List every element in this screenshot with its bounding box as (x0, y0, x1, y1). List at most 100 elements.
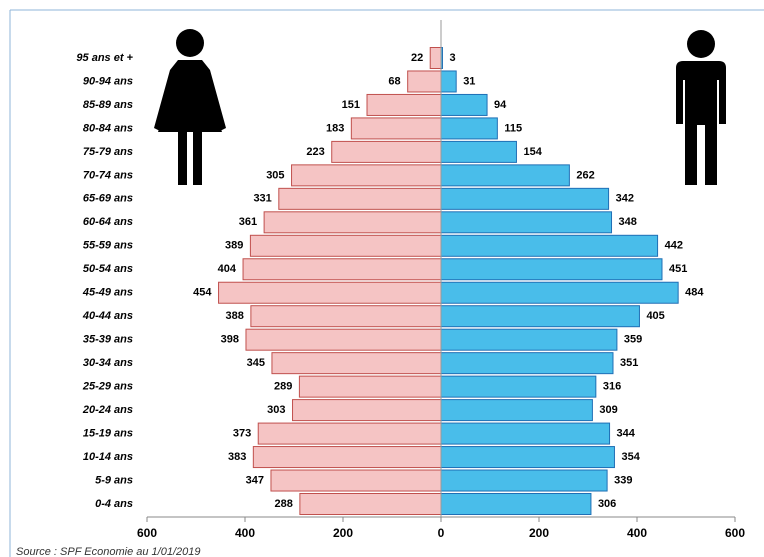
value-label: 451 (669, 263, 687, 275)
value-label: 331 (253, 193, 271, 205)
value-label: 454 (193, 287, 212, 299)
value-label: 359 (624, 334, 642, 346)
category-label: 45-49 ans (82, 287, 133, 299)
value-label: 484 (685, 287, 704, 299)
bar (271, 352, 442, 375)
value-label: 309 (599, 404, 617, 416)
bar (440, 93, 488, 116)
bar (270, 469, 442, 492)
value-label: 305 (266, 169, 284, 181)
value-label: 351 (620, 357, 638, 369)
category-label: 30-34 ans (83, 357, 133, 369)
value-label: 398 (221, 334, 239, 346)
value-label: 288 (275, 498, 293, 510)
value-label: 345 (247, 357, 265, 369)
value-label: 361 (239, 216, 257, 228)
bar (440, 164, 570, 187)
bar (440, 70, 457, 93)
bar (440, 469, 608, 492)
category-label: 90-94 ans (83, 75, 133, 87)
bar (440, 422, 611, 445)
value-label: 289 (274, 381, 292, 393)
bar (298, 375, 442, 398)
bar (218, 281, 442, 304)
bar (440, 140, 517, 163)
bar (440, 281, 679, 304)
value-label: 389 (225, 240, 243, 252)
bar (440, 187, 610, 210)
category-label: 0-4 ans (95, 498, 133, 510)
bar (440, 234, 659, 257)
value-label: 373 (233, 427, 251, 439)
value-label: 183 (326, 122, 344, 134)
bar (249, 234, 442, 257)
value-label: 154 (523, 146, 542, 158)
x-tick-label: 600 (137, 526, 157, 540)
x-tick-label: 200 (529, 526, 549, 540)
bar (299, 493, 442, 515)
value-label: 404 (218, 263, 237, 275)
bar (440, 305, 640, 328)
source: Source : SPF Economie au 1/01/2019 (16, 546, 200, 557)
value-label: 151 (342, 99, 360, 111)
bar (350, 117, 442, 140)
x-tick-label: 600 (725, 526, 745, 540)
category-label: 20-24 ans (82, 404, 133, 416)
value-label: 342 (616, 193, 634, 205)
bar (252, 446, 442, 469)
bar (291, 164, 442, 187)
female-icon (154, 29, 226, 185)
bar (366, 93, 442, 116)
value-label: 339 (614, 474, 632, 486)
bar (292, 399, 442, 422)
x-tick-label: 400 (627, 526, 647, 540)
bar (440, 493, 592, 515)
bar (440, 258, 663, 281)
category-label: 5-9 ans (95, 474, 133, 486)
value-label: 354 (621, 451, 640, 463)
bar (429, 47, 442, 69)
value-label: 262 (576, 169, 594, 181)
bar (440, 352, 614, 375)
bar (242, 258, 442, 281)
bar (440, 328, 618, 351)
value-label: 303 (267, 404, 285, 416)
bar (245, 328, 442, 351)
bar (440, 399, 593, 422)
category-label: 60-64 ans (83, 216, 133, 228)
x-tick-label: 200 (333, 526, 353, 540)
category-label: 25-29 ans (82, 381, 133, 393)
x-tick-label: 0 (438, 526, 445, 540)
male-icon (676, 30, 726, 185)
value-label: 115 (504, 122, 522, 134)
value-label: 347 (246, 474, 264, 486)
bar (250, 305, 442, 328)
bar (440, 375, 597, 398)
value-label: 94 (494, 99, 507, 111)
value-label: 344 (617, 427, 636, 439)
category-label: 80-84 ans (83, 122, 133, 134)
category-label: 55-59 ans (83, 240, 133, 252)
value-label: 31 (463, 75, 475, 87)
bar (257, 422, 442, 445)
value-label: 68 (388, 75, 400, 87)
value-label: 442 (665, 240, 683, 252)
value-label: 383 (228, 451, 246, 463)
category-label: 65-69 ans (83, 193, 133, 205)
value-label: 22 (411, 52, 423, 64)
value-label: 316 (603, 381, 621, 393)
bar (263, 211, 442, 234)
category-label: 15-19 ans (83, 427, 133, 439)
bar (278, 187, 442, 210)
category-label: 75-79 ans (83, 146, 133, 158)
bar (440, 446, 615, 469)
value-label: 223 (306, 146, 324, 158)
category-label: 40-44 ans (82, 310, 133, 322)
bar (407, 70, 442, 93)
value-label: 306 (598, 498, 616, 510)
bar (331, 140, 442, 163)
bar (440, 211, 613, 234)
category-label: 70-74 ans (83, 169, 133, 181)
bar (440, 117, 498, 140)
